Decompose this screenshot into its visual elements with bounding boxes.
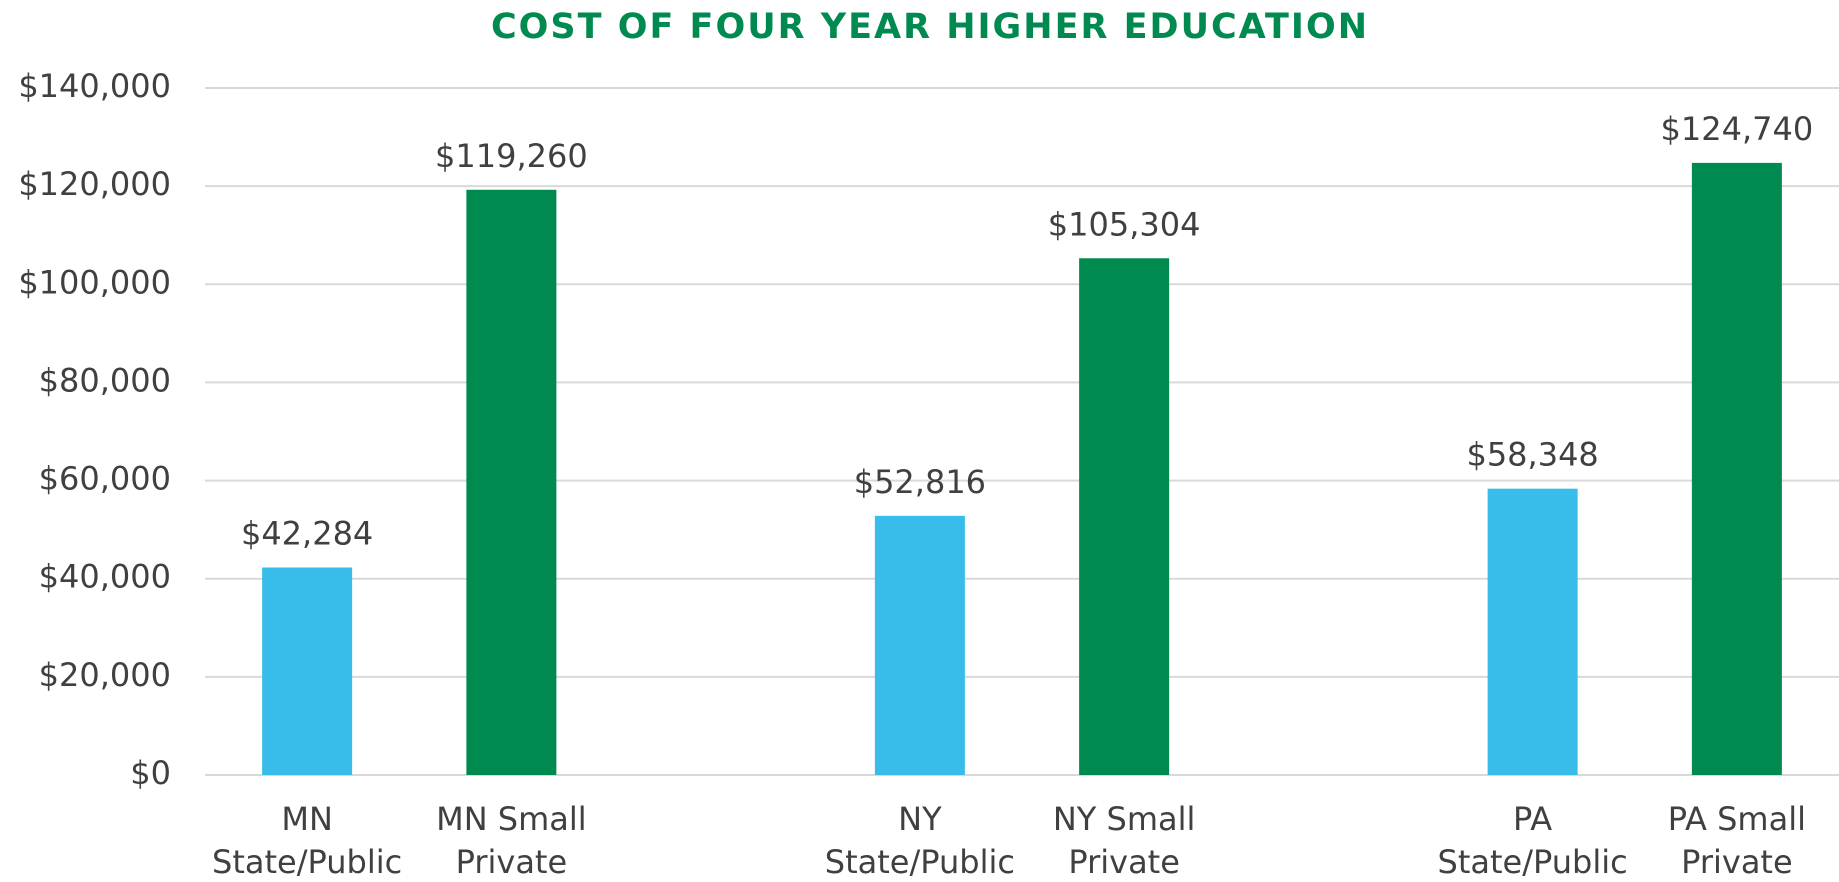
bar: [1691, 162, 1782, 775]
x-tick-label: Private: [1681, 843, 1793, 881]
value-label: $52,816: [854, 463, 986, 501]
chart-title: COST OF FOUR YEAR HIGHER EDUCATION: [491, 7, 1369, 47]
bar: [1487, 488, 1578, 775]
y-tick-label: $20,000: [39, 656, 171, 694]
y-tick-label: $0: [130, 754, 171, 792]
bar: [874, 515, 965, 775]
x-tick-label: PA: [1513, 800, 1552, 838]
x-tick-label: Private: [456, 843, 568, 881]
x-tick-label: State/Public: [212, 843, 402, 881]
value-label: $124,740: [1661, 110, 1814, 148]
value-label: $119,260: [435, 137, 588, 175]
y-tick-label: $100,000: [18, 263, 171, 301]
x-tick-label: Private: [1068, 843, 1180, 881]
y-tick-label: $140,000: [18, 67, 171, 105]
bar: [1079, 258, 1170, 775]
bar: [466, 189, 557, 775]
x-tick-label: MN: [281, 800, 333, 838]
x-tick-label: NY: [898, 800, 942, 838]
x-tick-label: State/Public: [1438, 843, 1628, 881]
x-tick-label: PA Small: [1668, 800, 1806, 838]
value-label: $58,348: [1466, 436, 1598, 474]
x-tick-label: NY Small: [1053, 800, 1196, 838]
y-tick-label: $80,000: [39, 361, 171, 399]
x-tick-label: MN Small: [436, 800, 587, 838]
y-tick-label: $120,000: [18, 165, 171, 203]
y-tick-label: $60,000: [39, 460, 171, 498]
bar: [262, 567, 353, 775]
value-label: $42,284: [241, 515, 373, 553]
y-tick-label: $40,000: [39, 558, 171, 596]
x-tick-label: State/Public: [825, 843, 1015, 881]
value-label: $105,304: [1048, 205, 1201, 243]
